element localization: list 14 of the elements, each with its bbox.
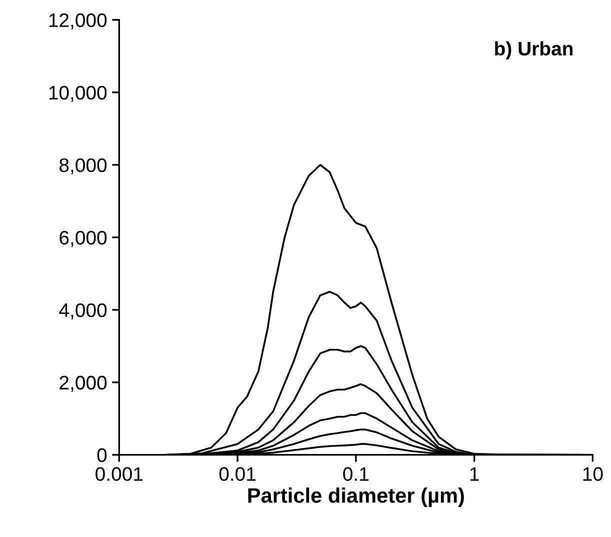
y-tick-label: 8,000 xyxy=(60,158,107,174)
y-tick-label: 12,000 xyxy=(49,13,107,30)
annotation: b) Urban xyxy=(495,41,573,60)
y-tick-label: 0 xyxy=(97,448,107,462)
x-tick-label: 0.1 xyxy=(343,467,368,481)
x-axis-title: Particle diameter (µm) xyxy=(248,488,464,507)
y-tick-label: 10,000 xyxy=(49,86,107,102)
y-tick-label: 6,000 xyxy=(60,230,107,247)
y-tick-label: 4,000 xyxy=(59,303,107,320)
x-tick-label: 1 xyxy=(470,467,479,481)
x-tick-label: 0.001 xyxy=(96,467,143,481)
y-tick-label: 2,000 xyxy=(60,376,107,392)
x-tick-label: 0.01 xyxy=(219,467,256,481)
x-tick-label: 10 xyxy=(583,467,603,481)
